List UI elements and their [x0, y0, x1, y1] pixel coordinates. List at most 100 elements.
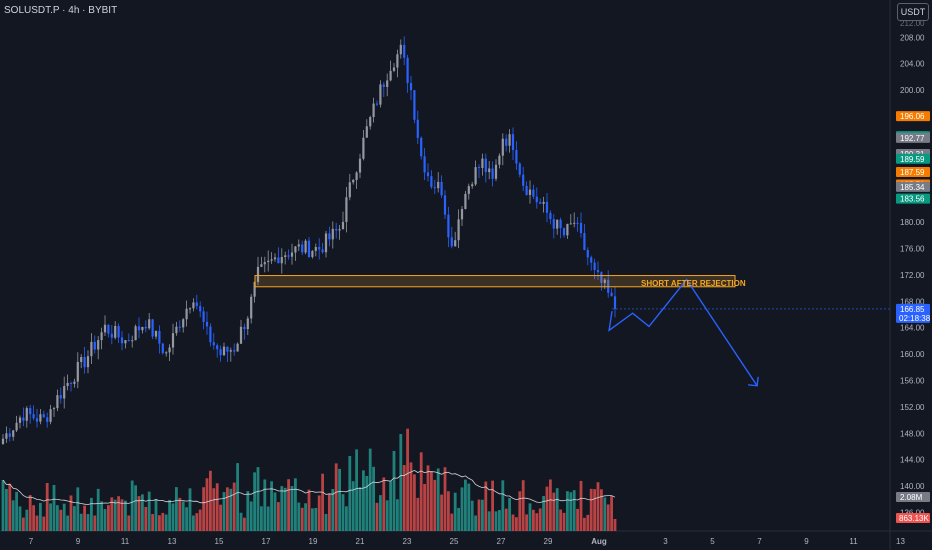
volume-bar	[494, 511, 498, 531]
volume-bar	[606, 504, 610, 531]
candle-body	[593, 262, 596, 270]
candle-body	[508, 134, 511, 146]
candle-body	[515, 150, 518, 164]
volume-bar	[321, 473, 324, 531]
candle-body	[481, 158, 484, 168]
volume-bar	[433, 479, 437, 531]
price-tick-label: 176.00	[900, 245, 925, 254]
volume-bar	[317, 495, 321, 531]
candle-body	[270, 259, 273, 261]
volume-bar	[239, 512, 243, 531]
candle-body	[236, 343, 239, 352]
volume-bar	[549, 479, 552, 531]
volume-bar	[613, 519, 617, 531]
volume-bar	[545, 486, 549, 531]
candle-body	[260, 264, 263, 267]
volume-bar	[583, 517, 586, 531]
volume-bar	[379, 495, 382, 531]
volume-bar	[107, 505, 110, 531]
volume-bar	[382, 477, 386, 531]
volume-bar	[86, 514, 90, 531]
candle-body	[433, 187, 436, 189]
volume-bar	[375, 502, 379, 531]
candle-body	[532, 189, 535, 197]
candle-body	[209, 326, 212, 343]
volume-bar	[39, 502, 42, 531]
volume-bar	[610, 495, 613, 531]
candle-body	[375, 103, 379, 105]
volume-bar	[504, 508, 508, 531]
candle-body	[603, 279, 606, 283]
candle-body	[505, 138, 508, 146]
projection-path[interactable]	[608, 278, 758, 387]
volume-current-tag	[896, 513, 930, 523]
rejection-zone[interactable]	[254, 275, 736, 288]
candle-body	[5, 433, 8, 439]
candle-body	[501, 138, 504, 156]
candle-body	[358, 158, 362, 173]
volume-bar	[600, 489, 603, 531]
volume-bar	[59, 509, 63, 531]
candle-body	[426, 172, 430, 177]
volume-bar	[358, 487, 362, 531]
volume-bar	[416, 497, 420, 531]
candle-body	[409, 82, 413, 91]
currency-button[interactable]: USDT	[897, 3, 929, 21]
candle-body	[355, 172, 358, 180]
volume-bar	[481, 499, 484, 531]
candle-body	[365, 126, 368, 138]
volume-bar	[464, 479, 467, 531]
price-label-text: 187.59	[900, 168, 925, 177]
candle-body	[171, 333, 175, 348]
volume-bar	[215, 483, 219, 531]
candle-body	[110, 333, 113, 338]
volume-bar	[263, 479, 267, 531]
candle-body	[607, 279, 610, 293]
volume-bar	[511, 514, 515, 531]
candle-body	[454, 240, 457, 247]
volume-bar	[542, 495, 545, 531]
candle-body	[151, 319, 154, 337]
candle-body	[518, 163, 521, 175]
candle-body	[321, 249, 324, 253]
candle-body	[488, 168, 491, 173]
candle-body	[63, 386, 66, 399]
volume-bar	[5, 488, 8, 531]
volume-bar	[25, 509, 29, 531]
volume-bar	[1, 480, 5, 531]
candle-body	[423, 156, 426, 173]
volume-bar	[175, 487, 178, 531]
volume-bar	[392, 450, 396, 531]
volume-bar	[18, 506, 22, 531]
time-tick-label: Aug	[591, 537, 607, 546]
volume-bar	[253, 472, 256, 531]
volume-bar	[161, 512, 165, 531]
candle-body	[222, 346, 226, 356]
volume-bar	[559, 509, 562, 531]
price-label-text: 192.77	[900, 134, 925, 143]
volume-bar	[90, 497, 93, 531]
current-price-countdown: 02:18:38	[899, 314, 931, 323]
volume-bar	[569, 492, 573, 531]
candle-body	[545, 201, 549, 213]
candle-body	[69, 382, 73, 384]
volume-bar	[525, 514, 528, 531]
candle-body	[46, 417, 49, 422]
volume-bar	[419, 452, 423, 531]
candle-body	[386, 80, 389, 87]
price-tick-label: 140.00	[900, 482, 925, 491]
candle-body	[573, 222, 576, 224]
volume-bar	[423, 484, 426, 531]
symbol-header[interactable]: SOLUSDT.P · 4h · BYBIT	[4, 5, 118, 16]
candle-body	[467, 186, 470, 194]
volume-bar	[79, 513, 83, 531]
candle-body	[182, 319, 185, 328]
volume-ma-tag	[896, 492, 930, 502]
volume-bar	[498, 510, 501, 531]
candle-body	[107, 324, 110, 334]
volume-bar	[42, 516, 46, 531]
volume-bar	[572, 490, 576, 531]
volume-bar	[474, 515, 477, 531]
candle-body	[450, 237, 453, 247]
